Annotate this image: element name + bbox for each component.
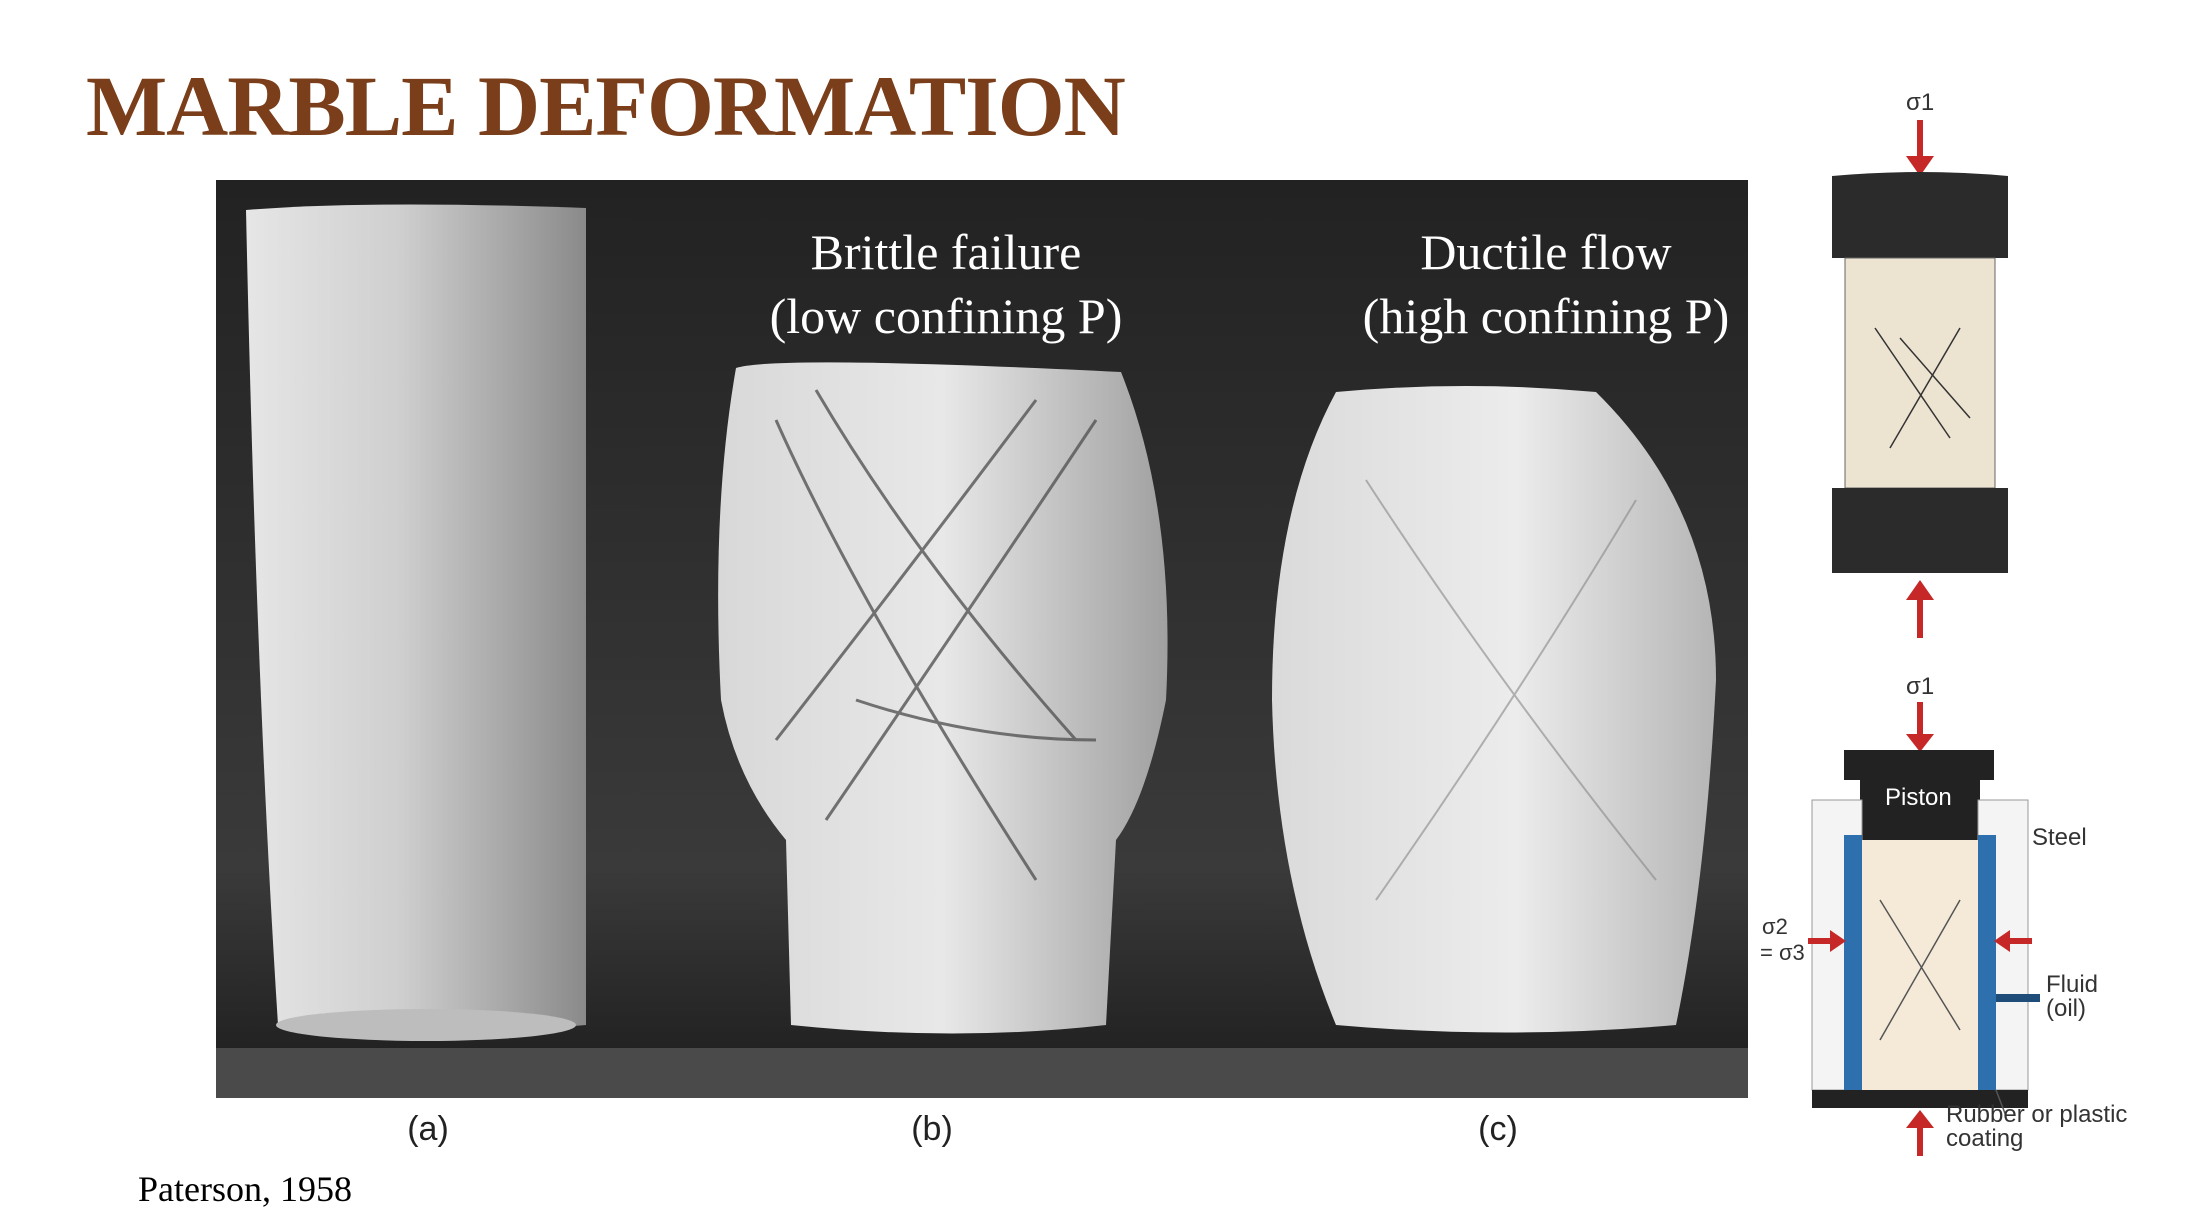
- fracture-lines: [1874, 327, 1971, 449]
- oil-label: (oil): [2046, 995, 2086, 1022]
- bottom-platen: [1832, 488, 2008, 573]
- cell-base: [1812, 1090, 2028, 1108]
- slide-title: MARBLE DEFORMATION: [86, 58, 1126, 154]
- bottom-arrow-icon: [1906, 580, 1934, 638]
- piston: [1860, 780, 1980, 840]
- sigma1-top-label: σ1: [1906, 89, 1934, 116]
- fluid-label: Fluid: [2046, 971, 2098, 998]
- sigma2-label: σ2: [1762, 914, 1788, 939]
- piston-label: Piston: [1885, 784, 1952, 811]
- top-platen: [1832, 172, 2008, 258]
- specimen-photo-drawing: [216, 180, 1748, 1098]
- coating-right: [1978, 835, 1996, 1090]
- coating-left: [1844, 835, 1862, 1090]
- steel-label: Steel: [2032, 824, 2087, 851]
- sigma1-bottom-label: σ1: [1906, 673, 1934, 700]
- unconfined-compression-diagram: σ1: [1832, 89, 2008, 638]
- confining-arrow-right-icon: [1994, 930, 2032, 952]
- coating-leader-line: [1995, 1089, 2007, 1117]
- panel-label-a: (a): [407, 1110, 449, 1148]
- top-arrow-icon: [1906, 120, 1934, 176]
- confining-arrow-left-icon: [1808, 930, 1846, 952]
- caption-brittle-line2: (low confining P): [769, 288, 1123, 344]
- caption-brittle: Brittle failure (low confining P): [726, 220, 1166, 348]
- photo-credit: Paterson, 1958: [138, 1169, 352, 1209]
- panel-label-c: (c): [1478, 1110, 1518, 1148]
- caption-ductile-line1: Ductile flow: [1420, 224, 1672, 280]
- fluid-inlet: [1996, 994, 2040, 1002]
- piston-cap: [1844, 750, 1994, 780]
- specimen-b: [718, 362, 1168, 1034]
- coating-label-line2: coating: [1946, 1125, 2023, 1152]
- specimen-c: [1272, 386, 1716, 1033]
- caption-ductile-line2: (high confining P): [1362, 288, 1730, 344]
- rock-sample: [1844, 257, 1996, 489]
- piston-arrow-icon: [1906, 702, 1934, 752]
- confined-fracture-lines: [1879, 899, 1961, 1041]
- sigma3-label: = σ3: [1760, 940, 1805, 965]
- specimen-a: [246, 204, 586, 1041]
- specimen-photo: Brittle failure (low confining P) Ductil…: [216, 180, 1748, 1098]
- confined-compression-diagram: σ1 Piston Steel σ2 = σ3 Fluid (oil) Rubb…: [1760, 673, 2127, 1156]
- base-arrow-icon: [1906, 1110, 1934, 1156]
- caption-brittle-line1: Brittle failure: [810, 224, 1082, 280]
- panel-label-b: (b): [911, 1110, 953, 1148]
- coating-label-line1: Rubber or plastic: [1946, 1101, 2127, 1128]
- caption-ductile: Ductile flow (high confining P): [1306, 220, 1748, 348]
